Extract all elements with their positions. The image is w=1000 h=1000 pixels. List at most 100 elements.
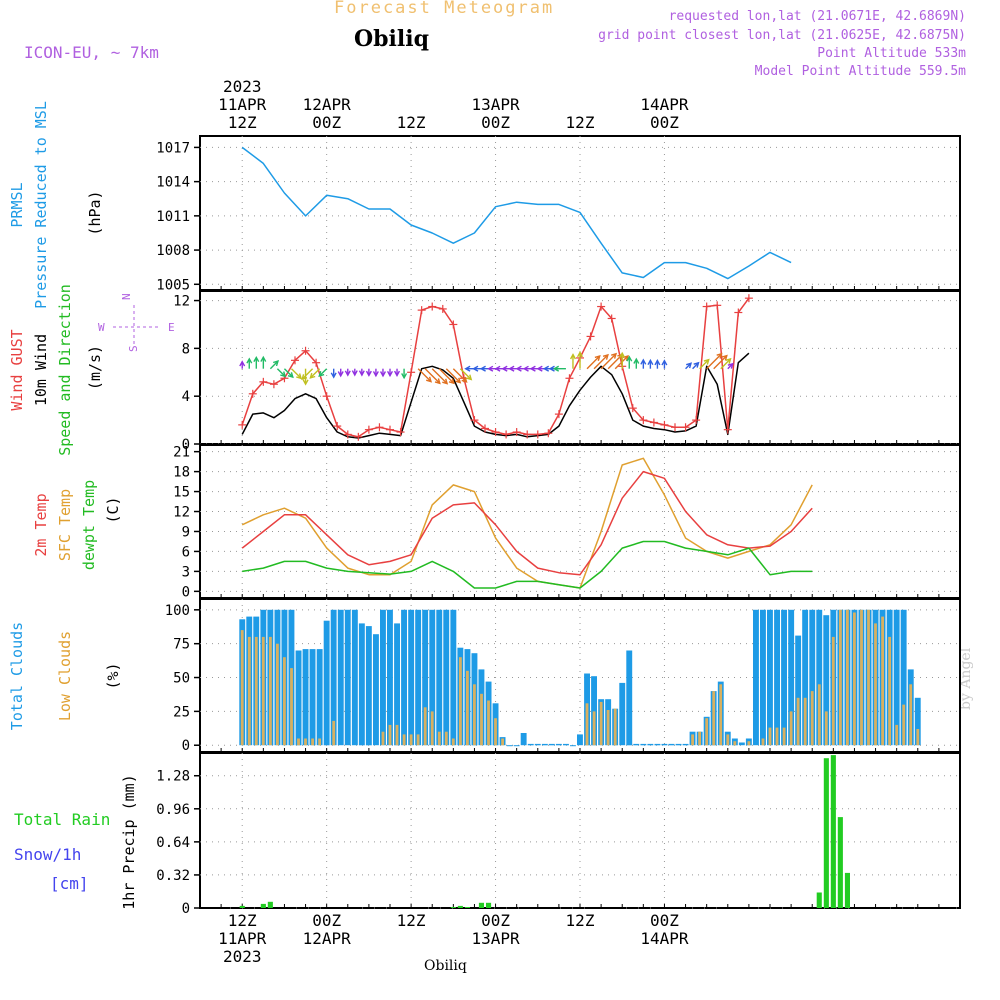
wind-direction-arrow [301,368,314,381]
gust-marker [407,368,416,377]
wind-direction-arrow [239,360,246,369]
tick-label-y: 75 [173,637,190,653]
model-altitude: Model Point Altitude 559.5m [754,64,966,79]
low-cloud-bar [416,734,420,746]
wind-arrow-head [379,371,387,378]
gust-marker [597,302,606,311]
time-label-bottom: 12Z [228,911,257,930]
wind-direction-arrow [337,368,344,378]
total-cloud-bar [647,743,654,746]
wind-direction-arrow [633,357,640,369]
rain-bar [239,905,245,908]
low-cloud-bar [332,720,336,746]
total-cloud-bar [802,609,809,746]
wind-arrow-head [280,371,287,378]
low-cloud-bar [867,609,870,746]
low-cloud-bar [466,670,469,746]
wind-direction-arrow [253,355,260,369]
low-cloud-bar [473,684,476,746]
wind-direction-arrow [344,368,351,377]
low-cloud-bar [304,738,307,746]
tick-label-y: 8 [182,341,190,357]
compass-e: E [168,321,175,334]
wind-direction-arrow [276,368,287,378]
wind-direction-arrow [365,368,372,377]
wind-direction-arrow [431,368,449,385]
gust-marker [628,404,637,413]
time-label-bottom: 00Z [312,911,341,930]
total-cloud-bar [309,649,316,746]
wind-direction-arrow [260,355,267,369]
total-cloud-bar [337,609,344,746]
tick-label-y: 0.96 [156,802,190,818]
panel-precip: 0 0.32 0.64 0.96 1.28 [156,752,961,917]
total-cloud-bar [809,609,816,746]
wind-direction-arrow [626,355,633,369]
gust-marker [502,430,511,439]
tick-label-y: 1011 [156,209,190,225]
low-cloud-bar [881,616,884,746]
wind-arrow-head [716,352,723,359]
rain-bar [837,817,843,908]
time-label-bottom: 14APR [640,929,689,948]
wind-arrow-shaft [699,359,710,370]
low-cloud-bar [283,657,286,746]
wind-arrow-shaft [445,368,461,384]
total-cloud-bar [534,743,541,746]
low-cloud-bar [240,630,244,746]
tick-label-y: 25 [173,704,190,720]
ylabel-clouds-unit: (%) [104,662,122,689]
wind-arrow-head [522,365,529,372]
wind-arrow-head [330,372,337,379]
total-cloud-bar [450,609,457,746]
wind-direction-arrow [372,368,379,378]
wind-arrow-shaft [713,355,728,370]
total-cloud-bar [520,733,527,746]
wind-arrow-head [260,355,267,362]
total-cloud-bar [633,743,640,746]
low-cloud-bar [796,697,800,746]
wind-arrow-head [464,365,471,372]
compass-n: N [120,293,133,300]
total-cloud-bar [816,609,823,746]
wind-direction-arrow [358,368,365,377]
gust-marker [364,425,373,434]
wind-arrow-head [727,362,734,369]
gust-marker [269,380,278,389]
compass-w: W [98,321,105,334]
rain-bar [267,901,273,908]
gust-marker [417,306,426,315]
total-cloud-bar [555,743,562,746]
tick-label-y: 12 [173,505,190,521]
ylabel-gust: Wind GUST [8,329,26,410]
wind-arrow-head [358,370,365,377]
wind-arrow-shaft [283,368,294,378]
wind-arrow-head [365,370,372,377]
wind-arrow-head [386,370,394,378]
wind-arrow-head [626,355,633,362]
wind-direction-arrow [445,368,462,384]
low-cloud-bar [254,636,258,746]
total-cloud-bar [760,609,766,746]
wind-arrow-head [318,371,325,378]
low-cloud-bar [775,727,779,746]
tick-label-y: 18 [173,465,190,481]
ylabel-sfc: SFC Temp [56,489,74,561]
wind-arrow-head [529,365,536,372]
low-cloud-bar [311,738,314,746]
wind-direction-arrow [647,358,654,369]
total-cloud-bar [661,743,668,746]
tick-label-y: 1017 [156,140,190,156]
rain-bar [457,905,463,908]
total-cloud-bar [527,743,534,746]
time-label-bottom: 00Z [650,911,679,930]
wind-arrow-head [246,357,253,364]
low-cloud-bar [853,612,856,746]
low-cloud-bar [261,636,265,746]
wind-arrow-head [302,379,309,386]
total-cloud-bar [415,609,422,746]
legend-snow-unit: [cm] [50,874,89,893]
total-cloud-bar [577,734,583,746]
ylabel-wind-unit: (m/s) [86,345,104,390]
